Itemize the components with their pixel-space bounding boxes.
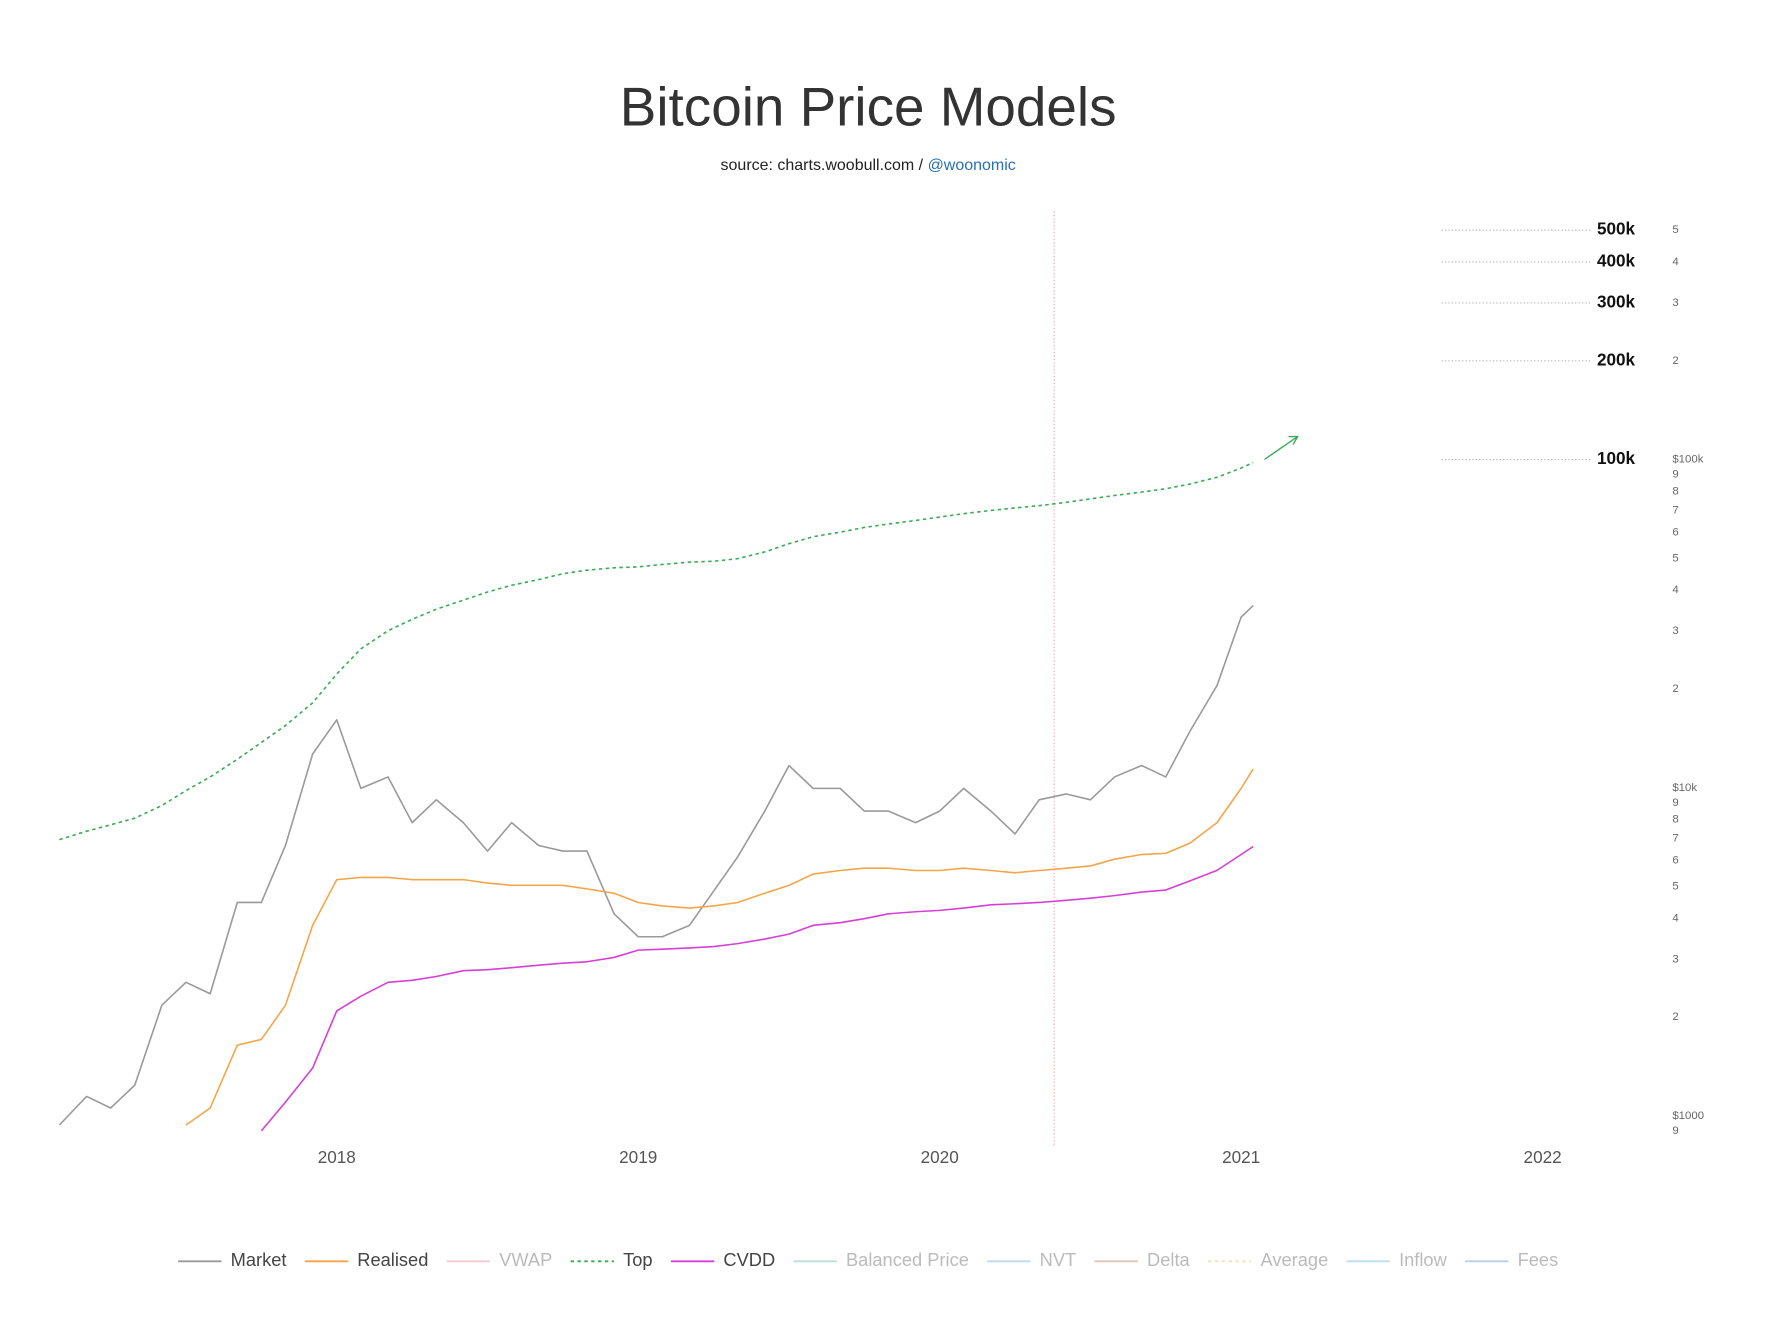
y-tick-label: 7 — [1672, 833, 1678, 845]
legend-label[interactable]: Realised — [357, 1249, 428, 1270]
series-line — [260, 845, 1254, 1132]
y-tick-label: $1000 — [1672, 1110, 1704, 1122]
chart-title: Bitcoin Price Models — [620, 75, 1117, 137]
y-tick-label: 6 — [1672, 526, 1678, 538]
legend-label[interactable]: Delta — [1147, 1249, 1190, 1270]
chart-subtitle: source: charts.woobull.com / @woonomic — [721, 157, 1016, 174]
legend-label[interactable]: Inflow — [1399, 1249, 1448, 1270]
series-line — [58, 605, 1254, 1126]
y-tick-label: 3 — [1672, 625, 1678, 637]
legend-label[interactable]: NVT — [1040, 1249, 1077, 1270]
x-tick-label: 2018 — [318, 1147, 356, 1167]
y-tick-label: 9 — [1672, 1125, 1678, 1137]
arrow-head — [1288, 435, 1299, 445]
subtitle-link[interactable]: @woonomic — [928, 157, 1016, 174]
x-tick-label: 2021 — [1222, 1147, 1260, 1167]
y-tick-label: 3 — [1672, 953, 1678, 965]
legend-label[interactable]: Fees — [1518, 1249, 1559, 1270]
x-tick-label: 2020 — [921, 1147, 959, 1167]
subtitle-source: source: charts.woobull.com / — [721, 157, 924, 174]
series-line — [185, 768, 1254, 1126]
y-tick-label: 9 — [1672, 797, 1678, 809]
y-tick-label: 9 — [1672, 469, 1678, 481]
y-tick-label: 8 — [1672, 814, 1678, 826]
y-tick-label: 3 — [1672, 297, 1678, 309]
level-label: 400k — [1597, 251, 1636, 271]
legend-label[interactable]: VWAP — [499, 1249, 552, 1270]
y-tick-label: 6 — [1672, 855, 1678, 867]
y-tick-label: 2 — [1672, 1011, 1678, 1023]
arrow-shaft — [1264, 435, 1299, 460]
y-tick-label: 5 — [1672, 552, 1678, 564]
y-tick-label: 4 — [1672, 584, 1679, 596]
y-tick-label: 4 — [1672, 912, 1679, 924]
y-tick-label: $10k — [1672, 782, 1697, 794]
legend-label[interactable]: Top — [623, 1249, 652, 1270]
y-tick-label: 2 — [1672, 683, 1678, 695]
series-line — [59, 461, 1254, 841]
y-tick-label: 5 — [1672, 881, 1678, 893]
level-label: 200k — [1597, 349, 1636, 369]
level-label: 100k — [1597, 448, 1636, 468]
legend-label[interactable]: Balanced Price — [846, 1249, 969, 1270]
y-tick-label: 2 — [1672, 355, 1678, 367]
y-tick-label: 4 — [1672, 256, 1679, 268]
x-tick-label: 2019 — [619, 1147, 657, 1167]
y-tick-label: 8 — [1672, 485, 1678, 497]
legend-label[interactable]: Average — [1261, 1249, 1329, 1270]
y-tick-label: 5 — [1672, 224, 1678, 236]
legend-label[interactable]: CVDD — [723, 1249, 775, 1270]
trend-arrow — [1264, 435, 1299, 460]
level-label: 300k — [1597, 292, 1636, 312]
x-tick-label: 2022 — [1524, 1147, 1562, 1167]
y-tick-label: $100k — [1672, 454, 1703, 466]
legend-label[interactable]: Market — [231, 1249, 287, 1270]
y-tick-label: 7 — [1672, 504, 1678, 516]
level-label: 500k — [1597, 219, 1636, 239]
